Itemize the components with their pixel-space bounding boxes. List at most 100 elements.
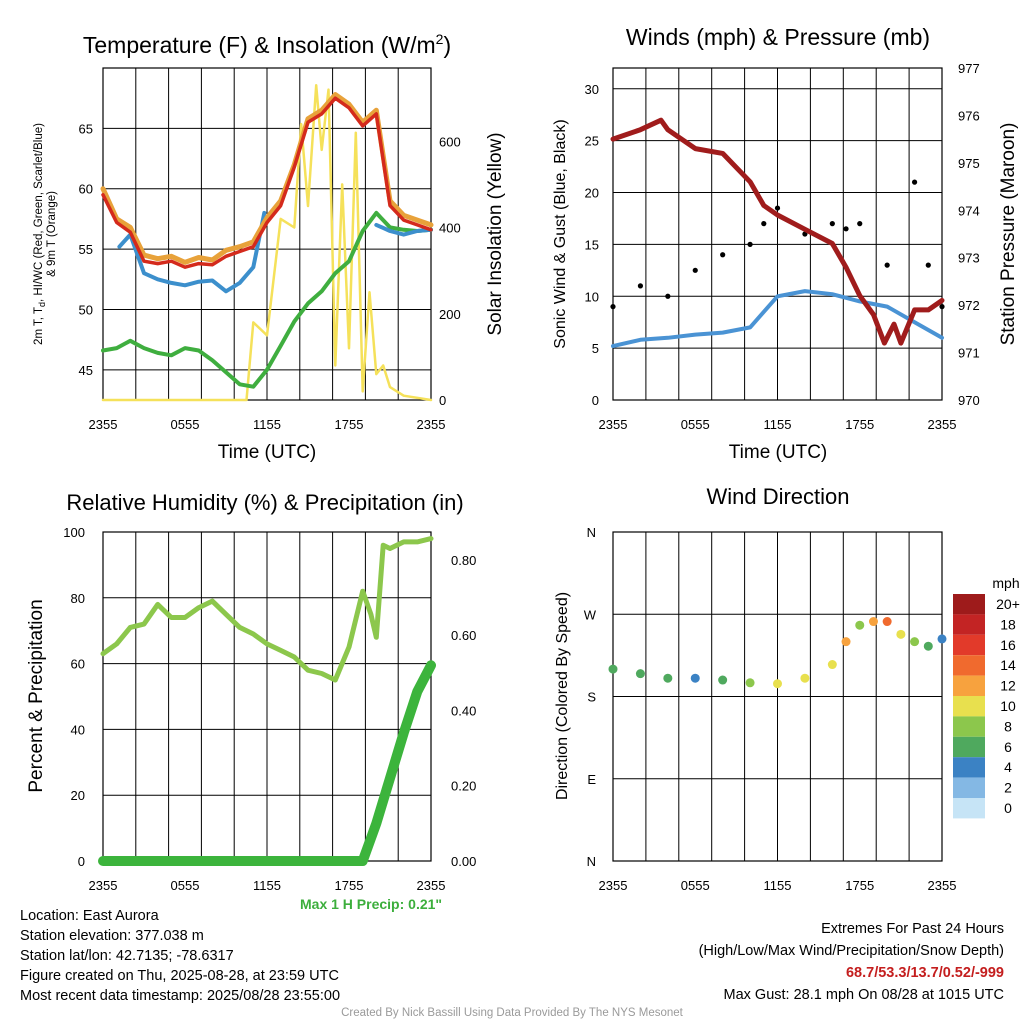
gust-point-10	[843, 226, 849, 232]
y2-tick-label-2-5: 975	[958, 156, 980, 171]
x-tick-label-4-2: 1155	[764, 878, 792, 893]
gust-point-3	[692, 267, 698, 273]
legend-label-7: 6	[1004, 739, 1012, 755]
x-tick-label-4-3: 1755	[845, 878, 874, 893]
extremes-box: Extremes For Past 24 Hours (High/Low/Max…	[699, 918, 1004, 1006]
x-tick-label-3-1: 0555	[171, 878, 200, 893]
direction-point-14	[910, 637, 920, 647]
series-precip	[98, 660, 436, 866]
direction-point-15	[923, 641, 933, 651]
legend-label-2: 16	[1000, 637, 1016, 653]
extremes-title: Extremes For Past 24 Hours	[821, 921, 1004, 937]
direction-point-3	[690, 673, 700, 683]
chart-title-3: Relative Humidity (%) & Precipitation (i…	[66, 490, 463, 515]
y-axis-label-1: 2m T, Td, HI/WC (Red, Green, Scarlet/Blu…	[33, 123, 58, 345]
x-tick-label-1-0: 2355	[89, 417, 118, 432]
plot-frame-1	[102, 67, 432, 401]
direction-point-4	[718, 675, 728, 685]
series-sonic-wind	[611, 289, 944, 349]
legend-title: mph	[992, 575, 1019, 591]
y-tick-label-4-2: S	[587, 690, 596, 705]
y-tick-label-4-3: E	[587, 772, 596, 787]
series-pressure	[610, 117, 945, 346]
station-elevation: Station elevation: 377.038 m	[20, 928, 204, 944]
x-tick-label-1-2: 1155	[253, 417, 281, 432]
gust-point-13	[911, 179, 918, 185]
legend-swatch-7	[953, 736, 985, 758]
y-axis-label-3: Percent & Precipitation	[26, 599, 47, 792]
gust-point-9	[829, 221, 835, 227]
y-tick-label-2-1: 5	[592, 341, 599, 356]
legend-label-3: 14	[1000, 657, 1016, 673]
y-tick-label-2-6: 30	[585, 82, 599, 97]
direction-point-7	[800, 673, 810, 683]
legend-label-6: 8	[1004, 718, 1012, 734]
y-tick-label-1-2: 55	[79, 242, 93, 257]
direction-point-9	[841, 637, 851, 647]
station-location: Location: East Aurora	[20, 908, 159, 924]
legend-label-1: 18	[1000, 616, 1016, 632]
y2-tick-label-2-2: 972	[958, 298, 980, 313]
y-tick-label-1-4: 65	[79, 121, 93, 136]
legend-swatch-3	[953, 655, 985, 676]
x-tick-label-1-4: 2355	[417, 417, 446, 432]
y2-tick-label-2-7: 977	[958, 61, 980, 76]
gust-point-6	[761, 221, 767, 227]
gust-point-2	[665, 293, 671, 299]
gust-point-14	[925, 262, 931, 268]
gust-point-11	[857, 221, 863, 227]
y2-tick-label-3-4: 0.80	[451, 553, 476, 568]
x-tick-label-2-3: 1755	[845, 417, 874, 432]
y-tick-label-4-4: N	[587, 854, 596, 869]
series-insolation	[101, 83, 433, 402]
y2-tick-label-2-3: 973	[958, 251, 980, 266]
legend-swatch-4	[953, 675, 985, 696]
y-tick-label-4-0: N	[587, 525, 596, 540]
y-tick-label-4-1: W	[584, 607, 597, 622]
series-rh	[100, 536, 434, 683]
title-superscript: 2	[436, 31, 444, 47]
y-tick-label-2-0: 0	[592, 393, 599, 408]
y-tick-label-3-3: 60	[71, 657, 85, 672]
recent-timestamp: Most recent data timestamp: 2025/08/28 2…	[20, 988, 341, 1004]
direction-point-11	[868, 617, 878, 627]
y-tick-label-3-0: 0	[78, 854, 85, 869]
y2-axis-label-1: Solar Insolation (Yellow)	[485, 132, 506, 335]
y-tick-label-3-2: 40	[71, 722, 85, 737]
legend-swatch-2	[953, 634, 985, 656]
legend-label-5: 10	[1000, 698, 1016, 714]
direction-point-12	[882, 617, 892, 627]
chart-title-2: Winds (mph) & Pressure (mb)	[626, 24, 930, 50]
series-temp-9m	[100, 92, 434, 265]
y2-tick-label-1-0: 0	[439, 393, 446, 408]
x-tick-label-1-1: 0555	[171, 417, 200, 432]
plot-frame-4	[612, 531, 943, 862]
credit-line: Created By Nick Bassill Using Data Provi…	[341, 1007, 683, 1019]
direction-point-5	[745, 678, 755, 688]
y-tick-label-2-4: 20	[585, 186, 599, 201]
y2-tick-label-1-2: 400	[439, 221, 461, 236]
y2-tick-label-3-1: 0.20	[451, 779, 476, 794]
legend-swatch-0	[953, 594, 985, 615]
y-axis-label-4: Direction (Colored By Speed)	[554, 592, 571, 800]
x-tick-label-4-0: 2355	[599, 878, 628, 893]
plot-frame-2	[612, 67, 943, 401]
gust-point-0	[610, 304, 616, 310]
legend-swatch-6	[953, 716, 985, 737]
figure-created: Figure created on Thu, 2025-08-28, at 23…	[20, 968, 339, 984]
direction-point-13	[896, 629, 906, 639]
y2-tick-label-3-0: 0.00	[451, 854, 476, 869]
y2-tick-label-3-3: 0.60	[451, 628, 476, 643]
y-label-1-line1b: , HI/WC (Red, Green, Scarlet/Blue)	[33, 123, 45, 302]
x-tick-label-2-1: 0555	[681, 417, 710, 432]
direction-point-1	[635, 669, 645, 679]
x-tick-label-3-3: 1755	[335, 878, 364, 893]
series-dewpoint	[101, 210, 433, 389]
direction-point-2	[663, 673, 673, 683]
legend-swatch-5	[953, 696, 985, 717]
y2-tick-label-2-6: 976	[958, 108, 980, 123]
y-axis-label-2: Sonic Wind & Gust (Blue, Black)	[552, 119, 569, 348]
legend-swatch-8	[953, 757, 985, 778]
y2-tick-label-2-4: 974	[958, 203, 980, 218]
